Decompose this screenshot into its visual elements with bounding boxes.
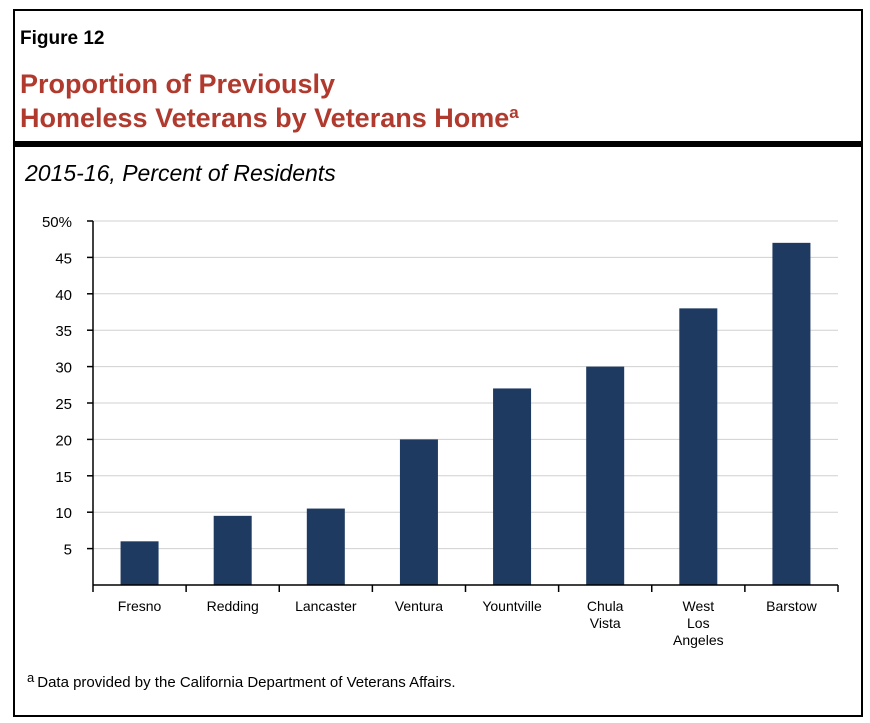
x-tick-label: Fresno bbox=[118, 598, 162, 614]
y-tick-label: 35 bbox=[55, 323, 72, 340]
y-tick-label: 30 bbox=[55, 360, 72, 377]
bar bbox=[772, 242, 811, 585]
axes bbox=[87, 220, 839, 592]
x-tick-label: Yountville bbox=[482, 598, 542, 614]
bar bbox=[493, 388, 532, 585]
footnote-marker: a bbox=[27, 670, 35, 685]
y-tick-label: 10 bbox=[55, 505, 72, 522]
figure-frame bbox=[13, 9, 863, 717]
y-tick-label: 5 bbox=[64, 542, 72, 559]
figure-label: Figure 12 bbox=[20, 28, 105, 49]
y-tick-label: 40 bbox=[55, 287, 72, 304]
title-divider bbox=[13, 141, 863, 147]
bar bbox=[213, 515, 252, 585]
footnote-text: Data provided by the California Departme… bbox=[37, 674, 456, 691]
title-line-2: Homeless Veterans by Veterans Home bbox=[20, 103, 510, 133]
bar bbox=[306, 508, 345, 585]
x-tick-label: Ventura bbox=[395, 598, 443, 614]
x-tick-label: Chula Vista bbox=[587, 598, 624, 631]
y-tick-label: 50% bbox=[42, 214, 72, 231]
bar bbox=[586, 366, 625, 585]
bar bbox=[399, 439, 438, 585]
x-tick-label: West Los Angeles bbox=[673, 598, 724, 648]
x-tick-label: Barstow bbox=[766, 598, 817, 614]
y-tick-label: 25 bbox=[55, 396, 72, 413]
gridlines bbox=[93, 220, 838, 550]
title-line-1: Proportion of Previously bbox=[20, 69, 336, 99]
chart-subtitle: 2015-16, Percent of Residents bbox=[25, 160, 336, 186]
title-footnote-marker: a bbox=[509, 103, 519, 122]
figure-title: Proportion of Previously Homeless Vetera… bbox=[20, 67, 840, 135]
bar bbox=[679, 308, 718, 585]
x-tick-label: Lancaster bbox=[295, 598, 357, 614]
y-tick-label: 45 bbox=[55, 250, 72, 267]
y-tick-label: 15 bbox=[55, 469, 72, 486]
bar bbox=[120, 541, 159, 585]
bars bbox=[120, 242, 811, 585]
y-tick-labels: 5 10 15 20 25 30 35 40 45 50% bbox=[42, 214, 72, 559]
y-tick-label: 20 bbox=[55, 432, 72, 449]
x-tick-labels: Fresno Redding Lancaster Ventura Yountville C… bbox=[118, 598, 818, 648]
footnote: a Data provided by the California Departm… bbox=[27, 671, 456, 691]
x-tick-label: Redding bbox=[207, 598, 259, 614]
